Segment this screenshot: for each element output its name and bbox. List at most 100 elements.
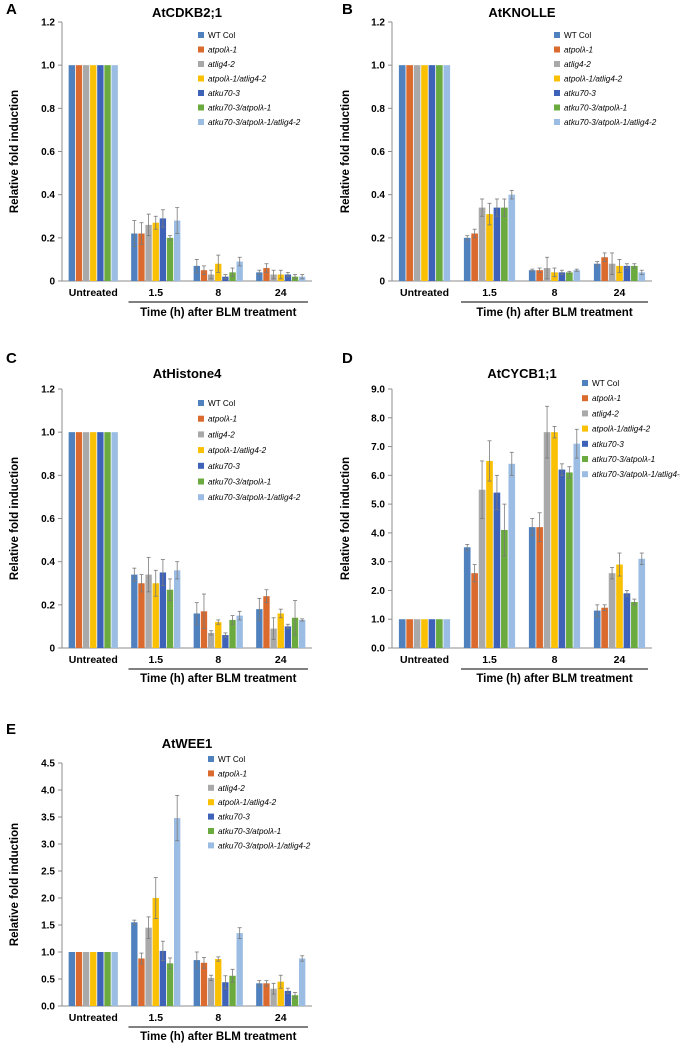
legend-label-c: atpolλ-1/atlig4-2 (208, 446, 267, 455)
y-tick-label-e: 1.5 (41, 921, 55, 932)
y-tick-label-e: 0.5 (41, 975, 55, 986)
y-tick-label-d: 8.0 (371, 413, 385, 424)
bar-e (291, 995, 299, 1006)
x-category-label-b: 1.5 (482, 287, 497, 299)
y-tick-label-a: 0.6 (41, 147, 55, 158)
y-tick-label-c: 1.0 (41, 428, 55, 439)
legend-swatch-c (198, 400, 204, 406)
bar-a (104, 65, 111, 282)
legend-swatch-b (554, 104, 560, 111)
legend-label-e: atpolλ-1 (218, 769, 247, 778)
y-tick-label-c: 0.8 (41, 471, 55, 482)
y-tick-label-e: 0.0 (41, 1002, 55, 1013)
y-tick-label-d: 9.0 (371, 385, 385, 396)
bar-c (299, 619, 306, 648)
bar-c (68, 432, 75, 648)
y-tick-label-c: 0 (49, 644, 55, 655)
x-category-label-a: 1.5 (148, 287, 163, 299)
x-category-label-c: 8 (215, 654, 221, 666)
bar-a (152, 222, 159, 281)
legend-label-d: atku70-3/atpolλ-1/atlig4-2 (592, 470, 680, 479)
x-category-label-d: 24 (614, 654, 626, 666)
bar-b (428, 65, 436, 282)
bar-c (152, 583, 159, 648)
y-tick-label-a: 1.2 (41, 18, 55, 29)
y-tick-label-e: 2.0 (41, 894, 55, 905)
legend-swatch-a (198, 46, 204, 53)
legend-swatch-d (582, 395, 588, 402)
y-tick-label-a: 0.8 (41, 104, 55, 115)
panel-a: A AtCDKB2;1 0 0.2 0.4 0.6 0.8 1.0 1.2 Relative fo… (6, 1, 312, 319)
bar-b (558, 272, 566, 281)
bar-e (82, 952, 90, 1006)
chart-title-a: AtCDKB2;1 (152, 5, 222, 20)
legend-swatch-b (554, 61, 560, 67)
bar-a (174, 220, 181, 281)
bar-c (82, 432, 90, 648)
bar-c (90, 432, 97, 648)
legend-label-d: atpolλ-1 (592, 394, 621, 403)
legend-label-c: atku70-3/atpolλ-1/atlig4-2 (208, 493, 301, 502)
bar-e (229, 975, 236, 1006)
bar-e (131, 922, 138, 1006)
legend-swatch-b (554, 90, 560, 96)
bar-c (166, 589, 174, 648)
bar-d (608, 573, 616, 648)
legend-label-d: atku70-3/atpolλ-1 (592, 455, 655, 464)
y-tick-label-b: 0.4 (371, 190, 385, 201)
legend-swatch-a (198, 119, 204, 125)
legend-label-c: atku70-3 (208, 462, 240, 471)
y-tick-label-e: 3.0 (41, 840, 55, 851)
y-tick-label-d: 2.0 (371, 586, 385, 597)
legend-swatch-d (582, 440, 588, 447)
bar-e (215, 959, 222, 1006)
bar-d (536, 527, 543, 648)
legend-label-a: atpolλ-1/atlig4-2 (208, 75, 267, 84)
legend-swatch-a (198, 75, 204, 82)
legend-swatch-e (208, 828, 214, 834)
bar-e (263, 983, 270, 1006)
legend-label-c: atlig4-2 (208, 430, 235, 439)
x-category-label-e: 8 (215, 1012, 221, 1024)
x-category-label-d: Untreated (400, 654, 449, 666)
y-tick-label-d: 5.0 (371, 500, 385, 511)
bar-b (463, 237, 471, 281)
bar-c (174, 570, 181, 648)
bar-c (75, 432, 83, 648)
bar-b (623, 265, 631, 281)
legend-swatch-e (208, 813, 214, 820)
legend-label-e: WT Col (218, 755, 245, 764)
y-tick-label-d: 0.0 (371, 644, 385, 655)
bar-b (536, 270, 543, 281)
bar-e (277, 981, 284, 1006)
bar-d (623, 593, 631, 648)
bar-e (111, 952, 118, 1006)
bar-a (256, 272, 263, 281)
bar-e (104, 952, 111, 1006)
bar-e (138, 958, 145, 1006)
bar-d (436, 619, 443, 648)
x-category-label-e: 24 (275, 1012, 287, 1024)
bar-a (75, 65, 83, 282)
legend-swatch-c (198, 447, 204, 454)
bar-d (593, 610, 601, 648)
legend-label-d: atlig4-2 (592, 409, 619, 418)
legend-label-d: atpolλ-1/atlig4-2 (592, 425, 651, 434)
y-axis-label-c: Relative fold induction (9, 457, 21, 580)
bar-e (222, 982, 229, 1006)
bar-d (638, 558, 646, 648)
legend-label-a: atlig4-2 (208, 60, 235, 69)
y-tick-label-d: 1.0 (371, 615, 385, 626)
bar-d (543, 432, 551, 648)
x-axis-label-e: Time (h) after BLM treatment (140, 1031, 297, 1043)
x-category-label-c: 1.5 (148, 654, 163, 666)
bar-c (193, 613, 200, 648)
legend-label-a: atku70-3 (208, 89, 240, 98)
legend-label-c: WT Col (208, 399, 235, 408)
legend-swatch-b (554, 119, 560, 125)
y-tick-label-d: 6.0 (371, 471, 385, 482)
y-tick-label-d: 3.0 (371, 557, 385, 568)
bar-c (97, 432, 104, 648)
bar-b (638, 272, 646, 281)
